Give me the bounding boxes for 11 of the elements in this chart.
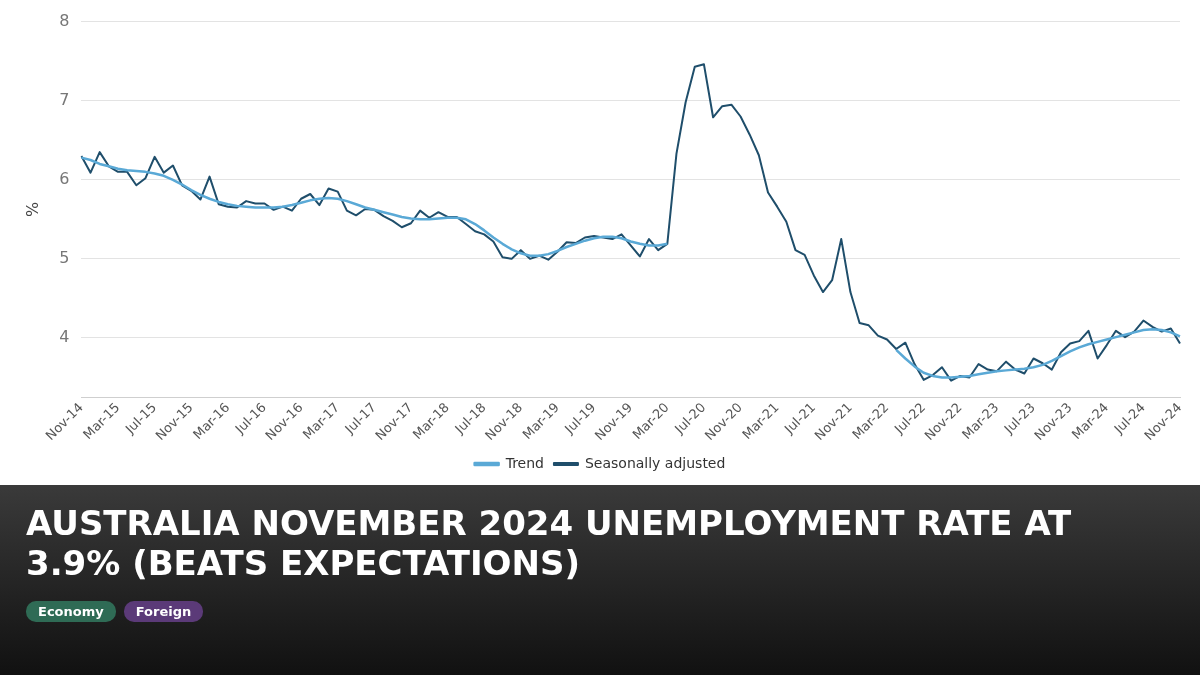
text: Foreign bbox=[123, 601, 204, 622]
y-tick-label: 7 bbox=[59, 89, 70, 109]
y-tick-label: 4 bbox=[59, 327, 70, 347]
text: Economy bbox=[26, 601, 116, 622]
text: AUSTRALIA NOVEMBER 2024 UNEMPLOYMENT RATE AT 3.9% (BEATS EXPECTATIONS) bbox=[26, 503, 1073, 583]
y-axis-title: % bbox=[22, 201, 42, 218]
y-tick-label: 5 bbox=[59, 248, 70, 268]
legend-label: Seasonally adjusted bbox=[584, 454, 726, 471]
legend-label: Trend bbox=[504, 454, 544, 471]
y-tick-label: 6 bbox=[59, 168, 70, 188]
y-tick-label: 8 bbox=[59, 10, 70, 30]
